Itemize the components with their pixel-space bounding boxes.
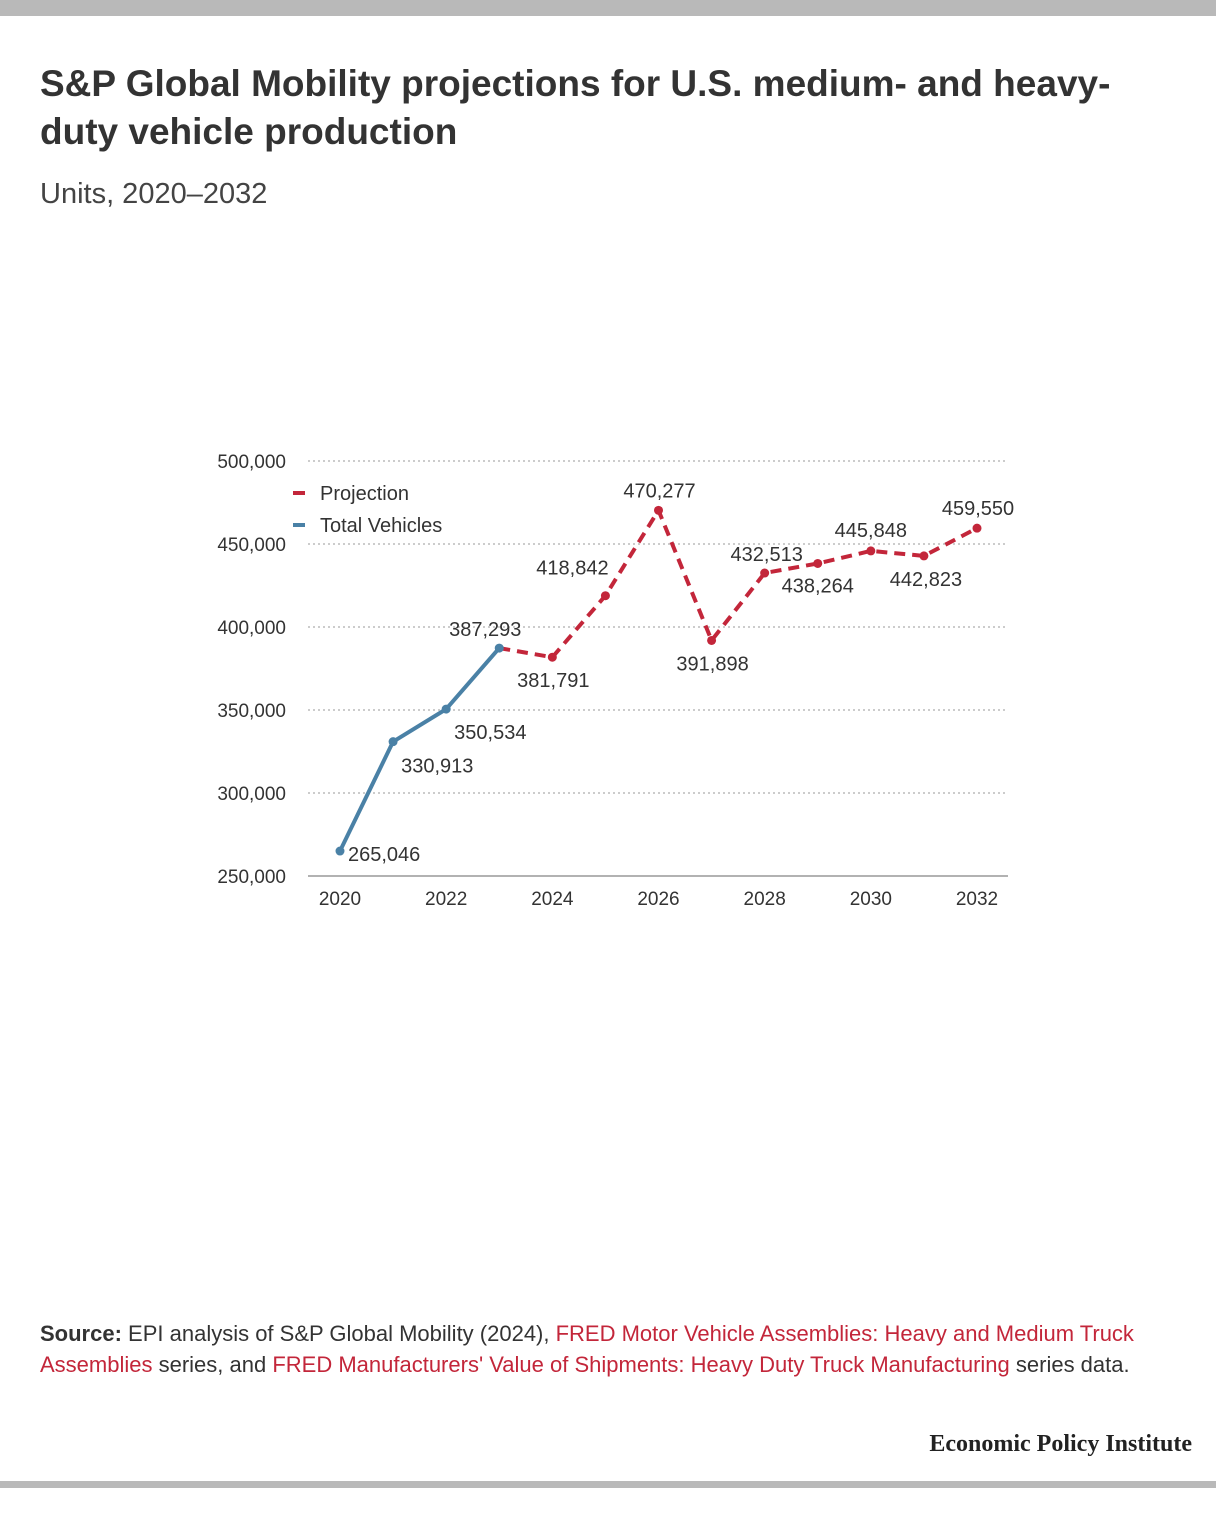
- data-label: 442,823: [890, 569, 962, 591]
- chart-subtitle: Units, 2020–2032: [40, 178, 268, 210]
- data-label: 445,848: [835, 520, 907, 542]
- legend-label-total-vehicles: Total Vehicles: [320, 515, 442, 537]
- total-vehicles-point: [441, 704, 451, 714]
- data-label: 387,293: [449, 619, 521, 641]
- data-label: 418,842: [536, 558, 608, 580]
- projection-line: [498, 508, 978, 660]
- projection-point: [600, 591, 610, 601]
- y-tick-label: 250,000: [217, 867, 286, 888]
- total-vehicles-point: [335, 846, 345, 856]
- line-chart: 500,000 450,000 400,000 350,000 300,000 250,0…: [217, 452, 1014, 910]
- x-tick-label: 2026: [637, 889, 679, 910]
- x-tick-label: 2022: [425, 889, 467, 910]
- data-label: 391,898: [676, 653, 748, 675]
- source-text-2: series, and: [152, 1352, 273, 1377]
- projection-point: [760, 568, 770, 578]
- y-tick-label: 400,000: [217, 618, 286, 639]
- projection-point: [972, 523, 982, 533]
- data-label: 432,513: [731, 544, 803, 566]
- data-label: 438,264: [782, 575, 854, 597]
- top-border: [0, 0, 1216, 16]
- x-tick-label: 2030: [850, 889, 892, 910]
- total-vehicles-line: [338, 646, 501, 852]
- x-tick-label: 2028: [744, 889, 786, 910]
- bottom-border: [0, 1481, 1216, 1488]
- x-tick-label: 2024: [531, 889, 574, 910]
- epi-logo: Economic Policy Institute: [929, 1431, 1192, 1457]
- y-tick-label: 500,000: [217, 452, 286, 473]
- projection-point: [813, 558, 823, 568]
- source-label: Source:: [40, 1321, 122, 1346]
- projection-point: [866, 546, 876, 556]
- source-text-3: series data.: [1009, 1352, 1130, 1377]
- source-link-value-of-shipments[interactable]: FRED Manufacturers' Value of Shipments: …: [272, 1352, 1010, 1377]
- data-label: 265,046: [348, 844, 420, 866]
- projection-point: [654, 505, 663, 515]
- data-label: 459,550: [942, 498, 1014, 520]
- data-label: 330,913: [401, 756, 473, 778]
- y-tick-label: 450,000: [217, 535, 286, 556]
- chart-title: S&P Global Mobility projections for U.S.…: [40, 63, 1111, 152]
- x-tick-label: 2032: [956, 889, 998, 910]
- projection-point: [707, 635, 717, 645]
- y-tick-label: 300,000: [217, 784, 286, 805]
- x-tick-label: 2020: [319, 889, 361, 910]
- data-label: 381,791: [517, 670, 589, 692]
- projection-point: [547, 652, 557, 662]
- projection-point: [919, 551, 929, 561]
- total-vehicles-point: [494, 643, 504, 653]
- data-label: 470,277: [623, 480, 695, 502]
- source-link-truck-assemblies[interactable]: FRED Motor Vehicle Assemblies: Heavy and…: [40, 1321, 1134, 1377]
- y-tick-label: 350,000: [217, 701, 286, 722]
- total-vehicles-point: [388, 737, 398, 747]
- source-note: Source: EPI analysis of S&P Global Mobil…: [40, 1318, 1180, 1380]
- data-label: 350,534: [454, 722, 526, 744]
- source-text-1: EPI analysis of S&P Global Mobility (202…: [121, 1321, 556, 1346]
- legend-label-projection: Projection: [320, 483, 409, 505]
